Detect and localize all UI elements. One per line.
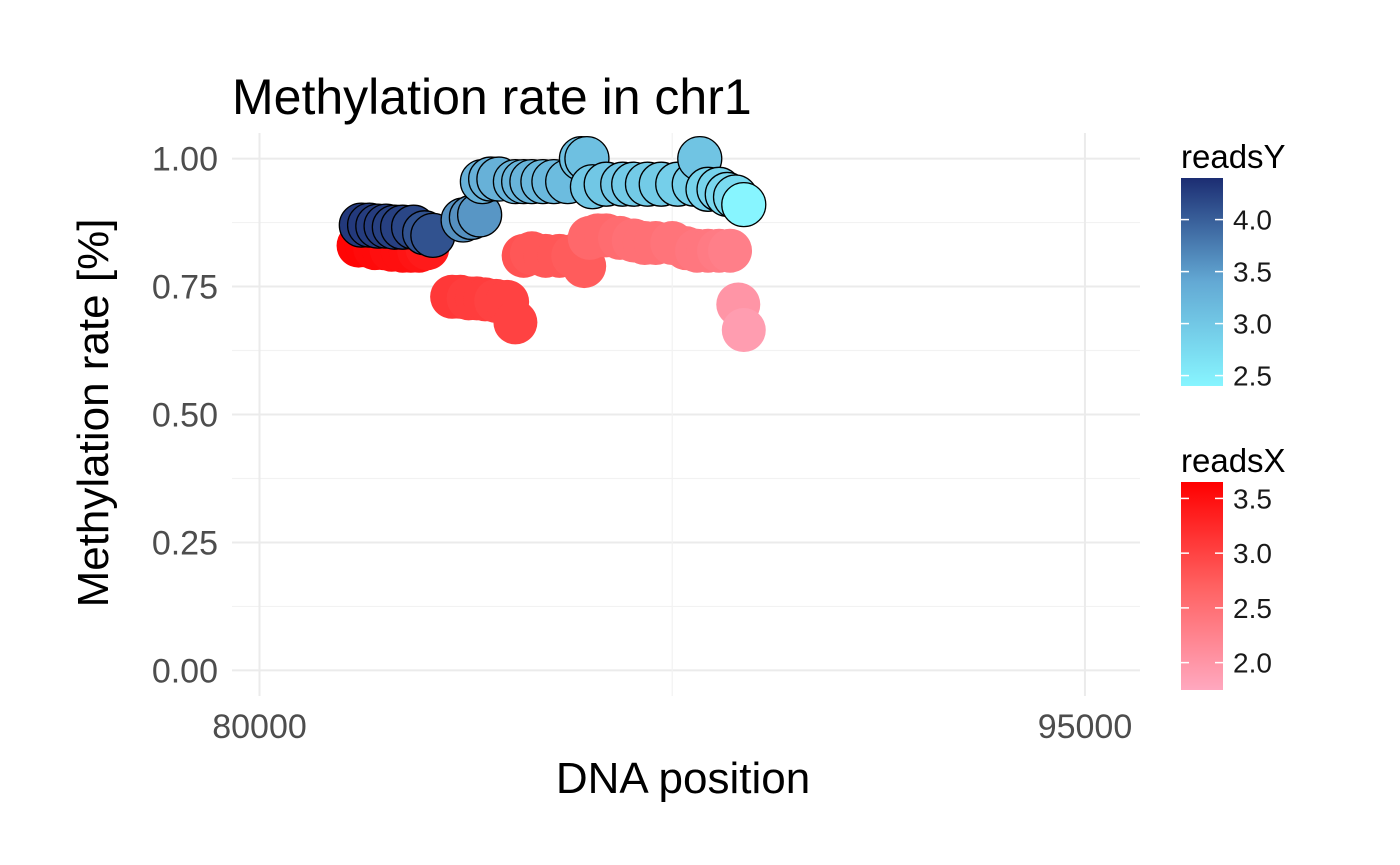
y-tick-label: 1.00 [152,141,218,179]
y-axis-title: Methylation rate [%] [69,219,118,608]
legend-title: readsX [1181,442,1286,479]
readsY-points [338,135,767,259]
chart-title: Methylation rate in chr1 [232,69,752,125]
legends: readsY 2.5 3.0 3.5 4.0 readsX 2.0 2.5 3.0 3.5 [1181,138,1286,690]
legend-tick-label: 4.0 [1233,205,1272,236]
x-tick-label: 95000 [1038,708,1133,746]
legend-colorbar [1181,178,1223,386]
legend-tick-label: 3.5 [1233,483,1272,514]
y-tick-label: 0.75 [152,269,218,307]
x-axis-ticks: 80000 95000 [212,708,1132,746]
y-tick-label: 0.50 [152,397,218,435]
legend-tick-label: 2.5 [1233,361,1272,392]
y-tick-label: 0.25 [152,524,218,562]
readsX-point [708,228,753,273]
legend-tick-label: 2.0 [1233,648,1272,679]
legend-title: readsY [1181,138,1286,175]
readsX-point [721,308,766,353]
x-axis-title: DNA position [556,754,810,803]
x-tick-label: 80000 [212,708,307,746]
y-axis-ticks: 0.00 0.25 0.50 0.75 1.00 [152,141,218,691]
y-tick-label: 0.00 [152,652,218,690]
legend-tick-label: 3.0 [1233,538,1272,569]
readsY-point [721,182,767,228]
readsX-point [493,300,538,345]
legend-colorbar [1181,482,1223,690]
legend-tick-label: 3.5 [1233,257,1272,288]
legend-tick-label: 2.5 [1233,593,1272,624]
legend-tick-label: 3.0 [1233,309,1272,340]
